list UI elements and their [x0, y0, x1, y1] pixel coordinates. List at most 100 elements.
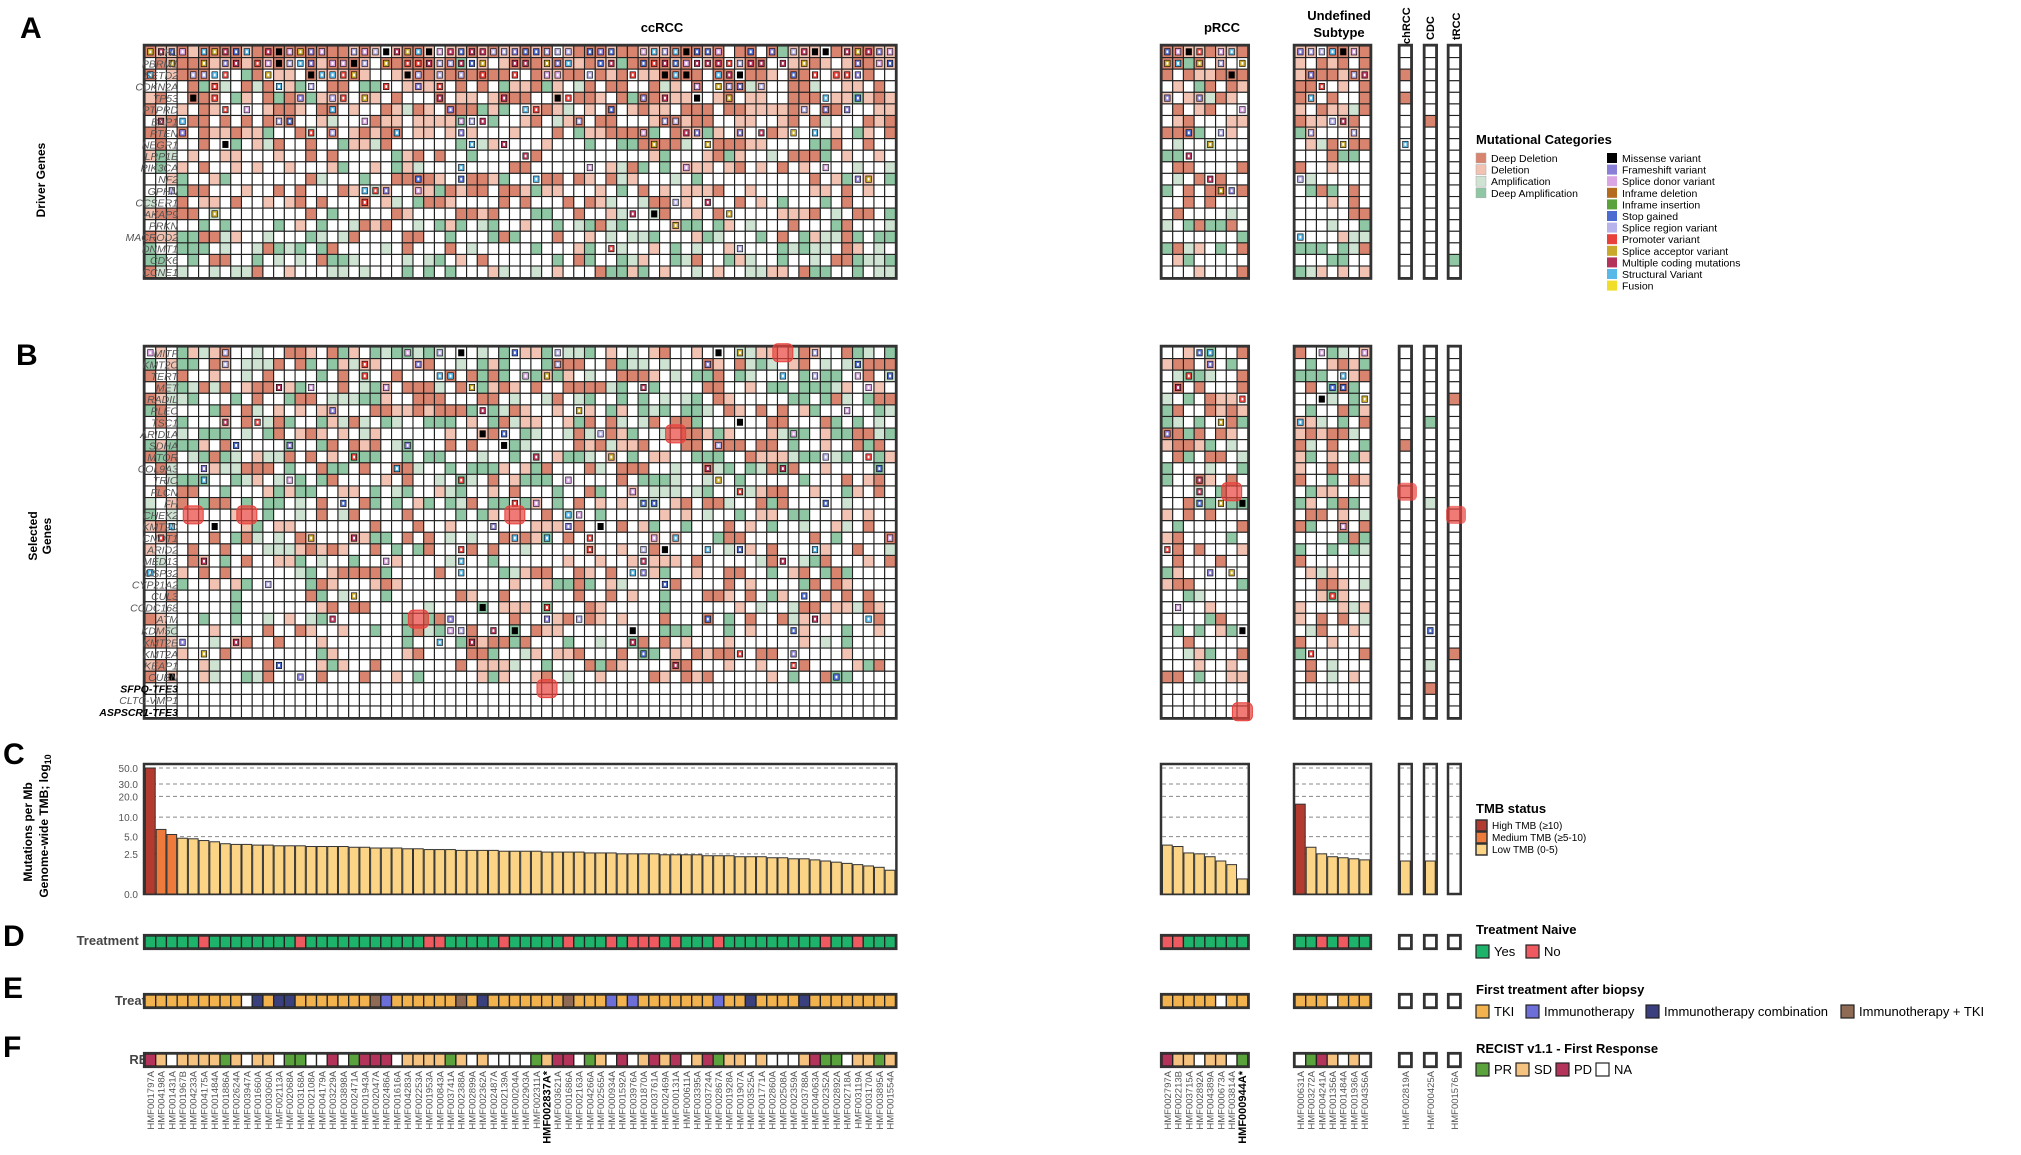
selected-cell	[755, 566, 768, 580]
selected-cell	[583, 450, 596, 464]
driver-cell	[819, 138, 832, 151]
selected-cell	[530, 578, 543, 591]
selected-cell	[251, 624, 264, 638]
driver-cell	[187, 103, 200, 117]
selected-cell	[691, 450, 703, 464]
selected-cell	[712, 404, 725, 418]
selected-cell	[358, 473, 371, 487]
selected-cell	[723, 392, 736, 406]
driver-cell	[1448, 57, 1461, 70]
selected-cell	[401, 427, 414, 441]
selected-cell	[208, 346, 221, 360]
selected-cell	[519, 578, 532, 591]
driver-cell	[1358, 80, 1371, 93]
driver-cell	[380, 230, 393, 244]
selected-cell	[219, 485, 232, 499]
selected-cell	[1448, 531, 1461, 545]
selected-cell	[873, 635, 886, 649]
selected-cell	[594, 369, 607, 383]
selected-cell	[744, 427, 757, 441]
selected-cell	[401, 404, 414, 418]
selected-mutation-core	[717, 478, 720, 482]
driver-cell	[1182, 242, 1195, 255]
selected-cell	[530, 439, 543, 452]
driver-cell	[680, 138, 693, 151]
driver-cell	[1215, 114, 1227, 128]
selected-cell	[583, 392, 596, 406]
driver-cell	[498, 68, 511, 82]
driver-cell	[573, 265, 586, 279]
selected-cell	[680, 566, 693, 580]
driver-mutation-core	[674, 119, 677, 123]
selected-mutation-marker	[629, 627, 636, 635]
selected-cell	[830, 439, 843, 452]
selected-cell	[787, 578, 800, 591]
selected-cell	[530, 635, 543, 649]
driver-cell	[305, 242, 318, 255]
driver-cell	[401, 219, 414, 232]
selected-cell	[851, 624, 864, 638]
driver-cell	[358, 103, 371, 117]
driver-mutation-core	[406, 50, 409, 54]
selected-cell	[744, 520, 757, 533]
driver-cell	[294, 219, 307, 232]
selected-cell	[369, 381, 382, 394]
driver-cell	[187, 219, 200, 232]
selected-cell	[1326, 520, 1339, 533]
selected-cell	[401, 508, 414, 522]
driver-cell	[219, 265, 232, 279]
selected-mutation-core	[578, 513, 581, 517]
driver-cell	[326, 195, 339, 209]
driver-cell	[326, 184, 339, 198]
driver-cell	[830, 265, 843, 279]
driver-cell	[841, 91, 854, 105]
selected-cell	[873, 566, 886, 580]
selected-cell	[1348, 508, 1360, 522]
selected-cell	[809, 381, 821, 394]
driver-cell	[369, 103, 382, 117]
driver-cell	[873, 195, 886, 209]
driver-cell	[1424, 184, 1437, 198]
selected-cell	[669, 450, 682, 464]
selected-cell	[1193, 612, 1206, 626]
selected-cell	[884, 439, 896, 452]
driver-cell	[830, 219, 843, 232]
selected-cell	[841, 496, 854, 510]
selected-cell	[851, 415, 864, 429]
selected-mutation-core	[1177, 386, 1180, 389]
driver-cell	[659, 265, 671, 279]
driver-cell	[701, 172, 714, 186]
selected-cell	[562, 381, 575, 394]
selected-mutation-core	[481, 409, 484, 413]
selected-cell	[530, 520, 543, 533]
driver-cell	[766, 91, 779, 105]
driver-cell	[444, 253, 457, 267]
driver-cell	[530, 207, 543, 221]
selected-cell	[659, 624, 671, 638]
selected-cell	[498, 404, 511, 418]
driver-cell	[573, 219, 586, 232]
driver-cell	[1236, 172, 1249, 186]
driver-cell	[219, 172, 232, 186]
driver-cell	[1448, 68, 1461, 82]
selected-cell	[551, 473, 564, 487]
selected-cell	[680, 554, 693, 568]
driver-mutation-core	[1166, 61, 1169, 65]
selected-mutation-core	[814, 374, 816, 378]
selected-cell	[787, 589, 800, 603]
driver-cell	[187, 80, 200, 93]
selected-cell	[659, 554, 671, 568]
driver-cell	[787, 172, 800, 186]
driver-cell	[498, 242, 511, 255]
selected-cell	[1337, 462, 1350, 475]
selected-cell	[455, 578, 468, 591]
selected-cell	[776, 635, 789, 649]
selected-cell	[1294, 554, 1307, 568]
driver-cell	[712, 126, 725, 140]
driver-cell	[594, 184, 607, 198]
driver-mutation-core	[846, 50, 849, 54]
selected-cell	[551, 578, 564, 591]
selected-cell	[734, 601, 746, 614]
driver-cell	[487, 103, 500, 117]
selected-cell	[1193, 647, 1206, 661]
